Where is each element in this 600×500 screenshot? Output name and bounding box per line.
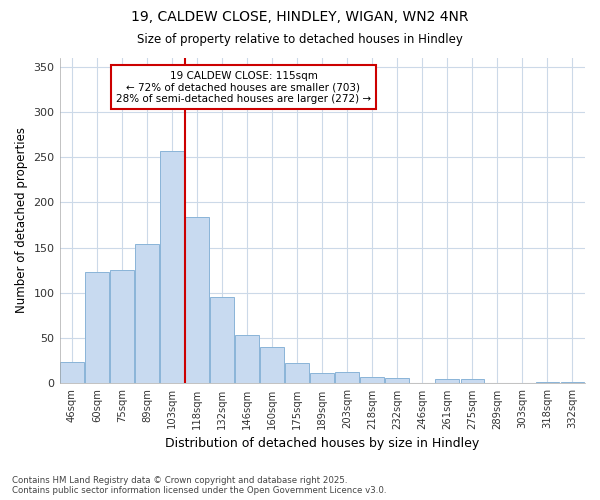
Text: Size of property relative to detached houses in Hindley: Size of property relative to detached ho…	[137, 32, 463, 46]
Bar	[286, 362, 309, 384]
Bar	[60, 362, 84, 384]
Bar	[185, 217, 209, 384]
Bar	[110, 270, 134, 384]
Bar	[210, 296, 234, 384]
Bar	[260, 347, 284, 384]
Bar	[160, 151, 184, 384]
Bar	[85, 272, 109, 384]
Bar	[560, 382, 584, 384]
Bar	[361, 377, 384, 384]
X-axis label: Distribution of detached houses by size in Hindley: Distribution of detached houses by size …	[165, 437, 479, 450]
Text: 19, CALDEW CLOSE, HINDLEY, WIGAN, WN2 4NR: 19, CALDEW CLOSE, HINDLEY, WIGAN, WN2 4N…	[131, 10, 469, 24]
Y-axis label: Number of detached properties: Number of detached properties	[15, 128, 28, 314]
Bar	[335, 372, 359, 384]
Bar	[536, 382, 559, 384]
Text: 19 CALDEW CLOSE: 115sqm
← 72% of detached houses are smaller (703)
28% of semi-d: 19 CALDEW CLOSE: 115sqm ← 72% of detache…	[116, 70, 371, 104]
Bar	[385, 378, 409, 384]
Bar	[461, 379, 484, 384]
Bar	[235, 334, 259, 384]
Text: Contains HM Land Registry data © Crown copyright and database right 2025.
Contai: Contains HM Land Registry data © Crown c…	[12, 476, 386, 495]
Bar	[436, 379, 459, 384]
Bar	[135, 244, 159, 384]
Bar	[310, 374, 334, 384]
